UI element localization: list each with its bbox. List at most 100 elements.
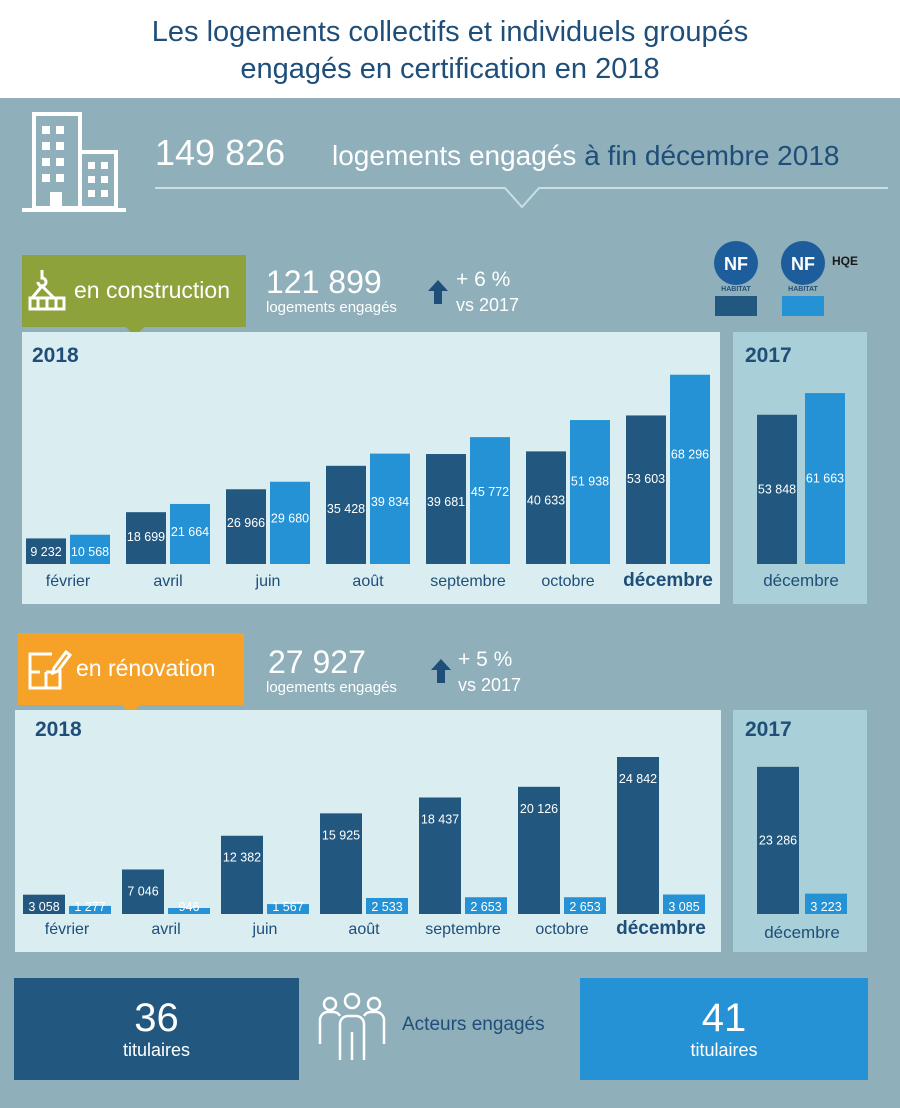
category-label-chart-c17-0: décembre bbox=[763, 571, 839, 590]
data-label-chart-c17-s1-0: 61 663 bbox=[806, 472, 844, 486]
data-label-chart-r18-s1-6: 3 085 bbox=[668, 900, 699, 914]
data-label-chart-r18-s0-3: 15 925 bbox=[322, 828, 360, 842]
category-label-chart-r18-1: avril bbox=[151, 921, 180, 938]
data-label-chart-c18-s0-5: 40 633 bbox=[527, 493, 565, 507]
bar-chart-c18-s1-3 bbox=[370, 453, 410, 564]
title-band: Les logements collectifs et individuels … bbox=[0, 0, 900, 98]
category-label-chart-r18-2: juin bbox=[252, 921, 278, 938]
data-label-chart-c18-s0-4: 39 681 bbox=[427, 495, 465, 509]
data-label-chart-c18-s1-2: 29 680 bbox=[271, 512, 309, 526]
total-label-a: logements engagés bbox=[332, 140, 585, 171]
renovation-total-label: logements engagés bbox=[266, 679, 397, 696]
construction-change-vs: vs 2017 bbox=[456, 295, 520, 315]
bar-chart-c17-s1-0 bbox=[805, 393, 845, 564]
renovation-tag-label: en rénovation bbox=[76, 655, 216, 681]
data-label-chart-r18-s0-2: 12 382 bbox=[223, 851, 261, 865]
data-label-chart-r18-s0-5: 20 126 bbox=[520, 802, 558, 816]
data-label-chart-r17-s1-0: 3 223 bbox=[810, 900, 841, 914]
actors-right-label: titulaires bbox=[690, 1040, 758, 1060]
renovation-2018-panel: 2018 3 058 1 277 février 7 046 946 avril 12 38… bbox=[15, 710, 721, 952]
crane-icon bbox=[28, 270, 66, 311]
floorplan-pencil-icon bbox=[28, 649, 72, 690]
data-label-chart-c18-s1-0: 10 568 bbox=[71, 545, 109, 559]
hqe-logo-text: HQE bbox=[832, 254, 858, 268]
bar-chart-r17-s0-0 bbox=[757, 766, 799, 914]
renovation-2018-chart: 3 058 1 277 février 7 046 946 avril 12 382 1 56… bbox=[23, 756, 706, 939]
legend-swatch-nf-habitat bbox=[715, 296, 757, 316]
bar-chart-c18-s0-6 bbox=[626, 415, 666, 564]
renovation-year-2017: 2017 bbox=[745, 718, 792, 741]
actors-right-box: 41 titulaires bbox=[580, 978, 868, 1080]
data-label-chart-c18-s1-4: 45 772 bbox=[471, 485, 509, 499]
bar-chart-r18-s0-5 bbox=[518, 786, 560, 914]
bar-chart-r18-s1-4 bbox=[465, 897, 507, 914]
data-label-chart-c18-s1-3: 39 834 bbox=[371, 495, 409, 509]
construction-2017-chart: 53 848 61 663 décembre bbox=[757, 393, 845, 590]
data-label-chart-r18-s1-3: 2 533 bbox=[371, 900, 402, 914]
renovation-year-2018: 2018 bbox=[35, 718, 82, 741]
actors-label: Acteurs engagés bbox=[402, 1014, 545, 1035]
category-label-chart-r18-5: octobre bbox=[535, 921, 588, 938]
bar-chart-c18-s1-1 bbox=[170, 503, 210, 564]
data-label-chart-c17-s0-0: 53 848 bbox=[758, 482, 796, 496]
data-label-chart-r18-s0-4: 18 437 bbox=[421, 812, 459, 826]
bar-chart-c18-s0-2 bbox=[226, 489, 266, 564]
bar-chart-r18-s1-2 bbox=[267, 904, 309, 914]
title-line-1: Les logements collectifs et individuels … bbox=[151, 16, 749, 48]
data-label-chart-r18-s1-4: 2 653 bbox=[470, 900, 501, 914]
renovation-2017-chart: 23 286 3 223 décembre bbox=[757, 766, 847, 942]
renovation-change: + 5 % bbox=[458, 648, 513, 671]
category-label-chart-c18-0: février bbox=[46, 573, 91, 590]
total-divider bbox=[155, 187, 888, 209]
category-label-chart-r18-0: février bbox=[45, 921, 90, 938]
actors-left-box: 36 titulaires bbox=[14, 978, 299, 1080]
construction-tag: en construction bbox=[22, 255, 246, 327]
people-icon bbox=[318, 992, 386, 1060]
bar-chart-c18-s1-0 bbox=[70, 534, 110, 564]
data-label-chart-c18-s0-3: 35 428 bbox=[327, 502, 365, 516]
bar-chart-r18-s0-6 bbox=[617, 756, 659, 914]
actors-right-value: 41 bbox=[701, 996, 747, 1040]
nf-logo-sub-2: HABITAT bbox=[788, 286, 818, 293]
data-label-chart-r18-s1-1: 946 bbox=[179, 900, 200, 914]
actors-left-value: 36 bbox=[134, 996, 179, 1040]
category-label-chart-c18-5: octobre bbox=[541, 573, 594, 590]
data-label-chart-c18-s0-1: 18 699 bbox=[127, 530, 165, 544]
data-label-chart-r17-s0-0: 23 286 bbox=[759, 833, 797, 847]
construction-year-2018: 2018 bbox=[32, 344, 79, 367]
data-label-chart-r18-s1-2: 1 567 bbox=[272, 900, 303, 914]
bar-chart-r18-s0-4 bbox=[419, 797, 461, 914]
total-value: 149 826 bbox=[155, 132, 286, 173]
bar-chart-r18-s0-1 bbox=[122, 869, 164, 914]
category-label-chart-r18-4: septembre bbox=[425, 921, 501, 938]
construction-2018-chart: 9 232 10 568 février 18 699 21 664 avril 26 96… bbox=[26, 374, 713, 591]
bar-chart-r18-s1-3 bbox=[366, 897, 408, 914]
category-label-chart-r18-6: décembre bbox=[616, 918, 706, 939]
bar-chart-r18-s1-1 bbox=[168, 908, 210, 914]
category-label-chart-c18-2: juin bbox=[255, 573, 281, 590]
construction-2017-panel: 2017 53 848 61 663 décembre bbox=[733, 332, 867, 604]
data-label-chart-r18-s0-1: 7 046 bbox=[127, 884, 158, 898]
bar-chart-r18-s1-0 bbox=[69, 905, 111, 914]
total-label: logements engagés à fin décembre 2018 bbox=[332, 140, 839, 172]
nf-habitat-logo: NF HABITAT bbox=[714, 241, 758, 316]
actors-left-label: titulaires bbox=[122, 1040, 191, 1060]
construction-total-label: logements engagés bbox=[266, 299, 397, 316]
certification-legend: NF HABITAT NF HABITAT HQE bbox=[714, 241, 858, 316]
nf-logo-text-1: NF bbox=[724, 254, 748, 274]
bar-chart-c17-s0-0 bbox=[757, 414, 797, 564]
building-icon bbox=[22, 112, 126, 212]
title-line-2: engagés en certification en 2018 bbox=[240, 53, 660, 85]
renovation-tag: en rénovation bbox=[18, 633, 244, 705]
bar-chart-r18-s0-2 bbox=[221, 835, 263, 914]
construction-change: + 6 % bbox=[456, 268, 511, 291]
bar-chart-r18-s0-0 bbox=[23, 894, 65, 914]
category-label-chart-c18-4: septembre bbox=[430, 573, 506, 590]
data-label-chart-c18-s0-0: 9 232 bbox=[30, 545, 61, 559]
category-label-chart-r18-3: août bbox=[348, 921, 380, 938]
data-label-chart-r18-s1-5: 2 653 bbox=[569, 900, 600, 914]
category-label-chart-c18-6: décembre bbox=[623, 570, 713, 591]
data-label-chart-r18-s1-0: 1 277 bbox=[74, 900, 105, 914]
page-title: Les logements collectifs et individuels … bbox=[0, 14, 900, 88]
bar-chart-c18-s1-6 bbox=[670, 374, 710, 564]
